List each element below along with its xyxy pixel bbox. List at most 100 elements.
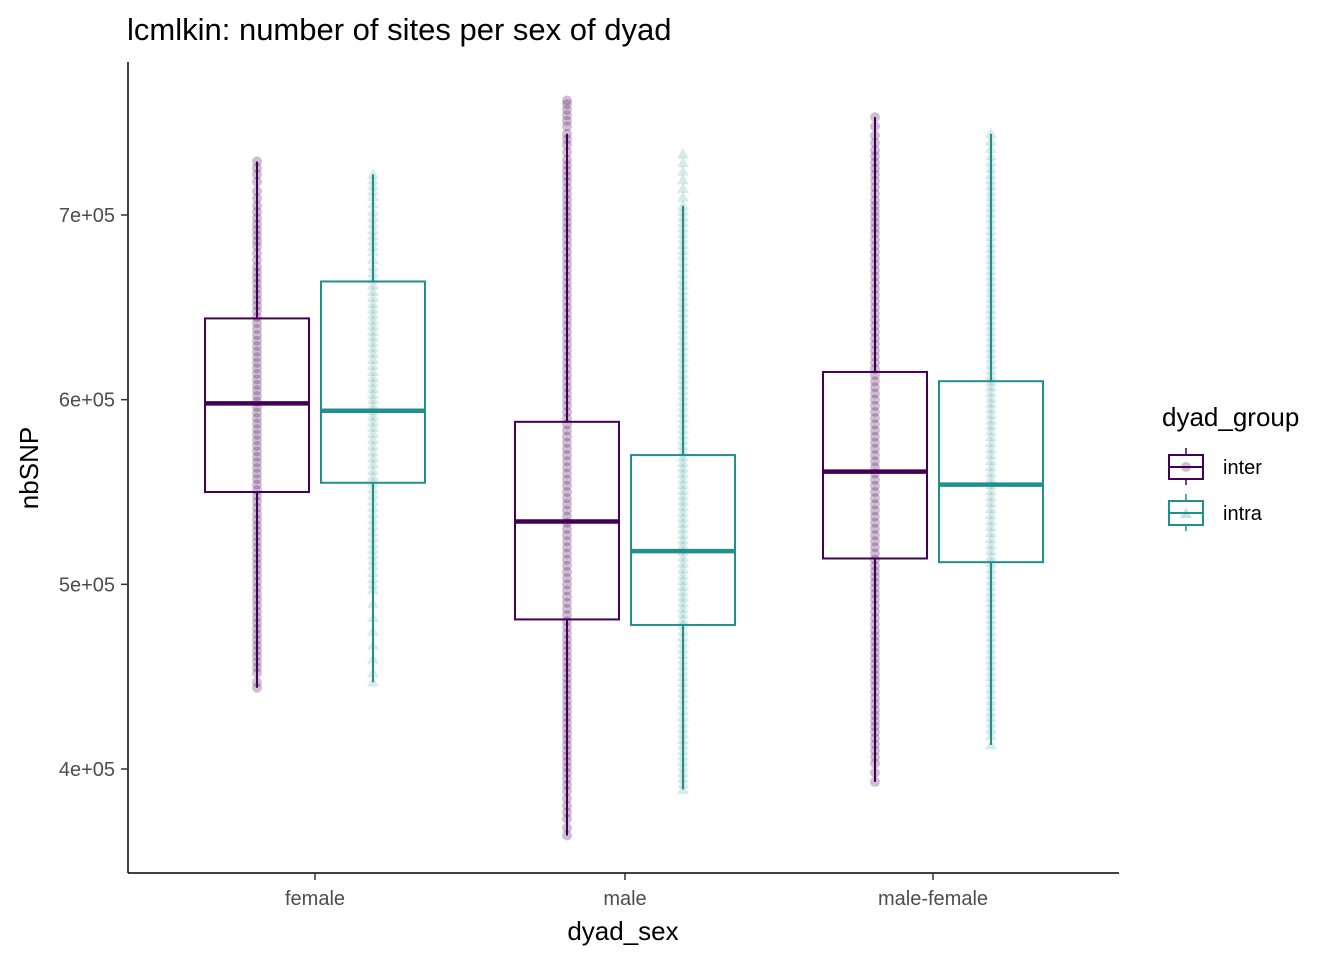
data-point xyxy=(367,205,379,216)
data-point xyxy=(562,542,572,553)
data-point xyxy=(985,369,997,381)
data-point xyxy=(367,464,379,475)
data-point xyxy=(985,218,997,230)
data-point xyxy=(562,265,572,276)
data-point xyxy=(367,365,379,377)
data-point xyxy=(562,200,572,211)
data-point xyxy=(870,234,880,245)
data-point xyxy=(985,292,997,303)
data-point xyxy=(252,606,262,617)
data-point xyxy=(367,666,379,678)
data-point xyxy=(985,269,997,281)
data-point xyxy=(252,213,262,224)
data-point xyxy=(677,279,689,290)
data-point xyxy=(367,173,379,185)
data-point xyxy=(677,334,689,346)
data-point xyxy=(870,163,880,174)
data-point xyxy=(870,431,880,442)
data-point xyxy=(985,532,997,544)
data-point xyxy=(252,531,262,542)
data-point xyxy=(562,388,572,399)
data-point xyxy=(985,402,997,414)
data-point xyxy=(252,435,262,446)
data-point xyxy=(870,583,880,594)
data-point xyxy=(870,505,880,516)
data-point xyxy=(985,258,997,270)
data-point xyxy=(562,523,572,534)
data-point xyxy=(252,600,262,611)
data-point xyxy=(367,433,379,445)
data-point xyxy=(562,443,572,454)
data-point xyxy=(562,450,572,461)
data-point xyxy=(367,217,379,229)
data-point xyxy=(870,745,880,756)
data-point xyxy=(677,351,689,362)
data-point xyxy=(870,240,880,251)
data-point xyxy=(252,547,262,558)
data-point xyxy=(252,385,262,396)
data-point xyxy=(985,430,997,442)
data-point xyxy=(252,662,262,673)
data-point xyxy=(677,233,689,244)
data-point xyxy=(562,147,572,158)
data-point xyxy=(252,645,262,656)
data-point xyxy=(985,275,997,286)
data-point xyxy=(562,333,572,344)
data-point xyxy=(985,297,997,309)
data-point xyxy=(870,437,880,448)
data-point xyxy=(367,253,379,264)
data-point xyxy=(562,610,572,621)
data-point xyxy=(677,687,689,698)
data-point xyxy=(870,548,880,559)
data-point xyxy=(870,195,880,206)
data-point xyxy=(367,240,379,251)
data-point xyxy=(367,625,379,636)
data-point xyxy=(870,370,880,381)
data-point xyxy=(562,271,572,282)
data-point xyxy=(562,437,572,448)
data-point xyxy=(367,179,379,190)
data-point xyxy=(562,762,572,773)
data-point xyxy=(367,676,379,687)
data-point xyxy=(252,618,262,629)
data-point xyxy=(252,176,262,187)
data-point xyxy=(677,461,689,473)
data-point xyxy=(870,606,880,617)
data-point xyxy=(562,603,572,614)
data-point xyxy=(562,786,572,797)
data-point xyxy=(985,602,997,613)
data-point xyxy=(985,281,997,292)
data-point xyxy=(677,261,689,273)
data-point xyxy=(562,165,572,176)
data-point xyxy=(562,99,572,110)
data-point xyxy=(367,359,379,371)
data-point xyxy=(870,511,880,522)
data-point xyxy=(367,495,379,506)
data-point xyxy=(677,221,689,233)
data-point xyxy=(870,314,880,325)
data-point xyxy=(870,112,880,123)
box-inter-female xyxy=(204,156,310,693)
data-point xyxy=(985,544,997,556)
data-point xyxy=(677,295,689,307)
data-point xyxy=(252,612,262,623)
data-point xyxy=(562,206,572,217)
data-point xyxy=(677,624,689,636)
data-point xyxy=(367,223,379,235)
data-point xyxy=(677,148,689,159)
data-point xyxy=(677,681,689,693)
data-point xyxy=(870,253,880,264)
data-point xyxy=(985,386,997,397)
data-point xyxy=(677,227,689,238)
data-point xyxy=(562,154,572,165)
x-tick-label: female xyxy=(285,888,345,910)
data-point xyxy=(252,162,262,173)
data-point xyxy=(367,421,379,432)
data-point xyxy=(367,476,379,488)
data-point xyxy=(985,168,997,179)
data-point xyxy=(367,266,379,278)
data-point xyxy=(985,156,997,167)
data-point xyxy=(677,389,689,401)
data-point xyxy=(677,551,689,562)
data-point xyxy=(252,677,262,688)
